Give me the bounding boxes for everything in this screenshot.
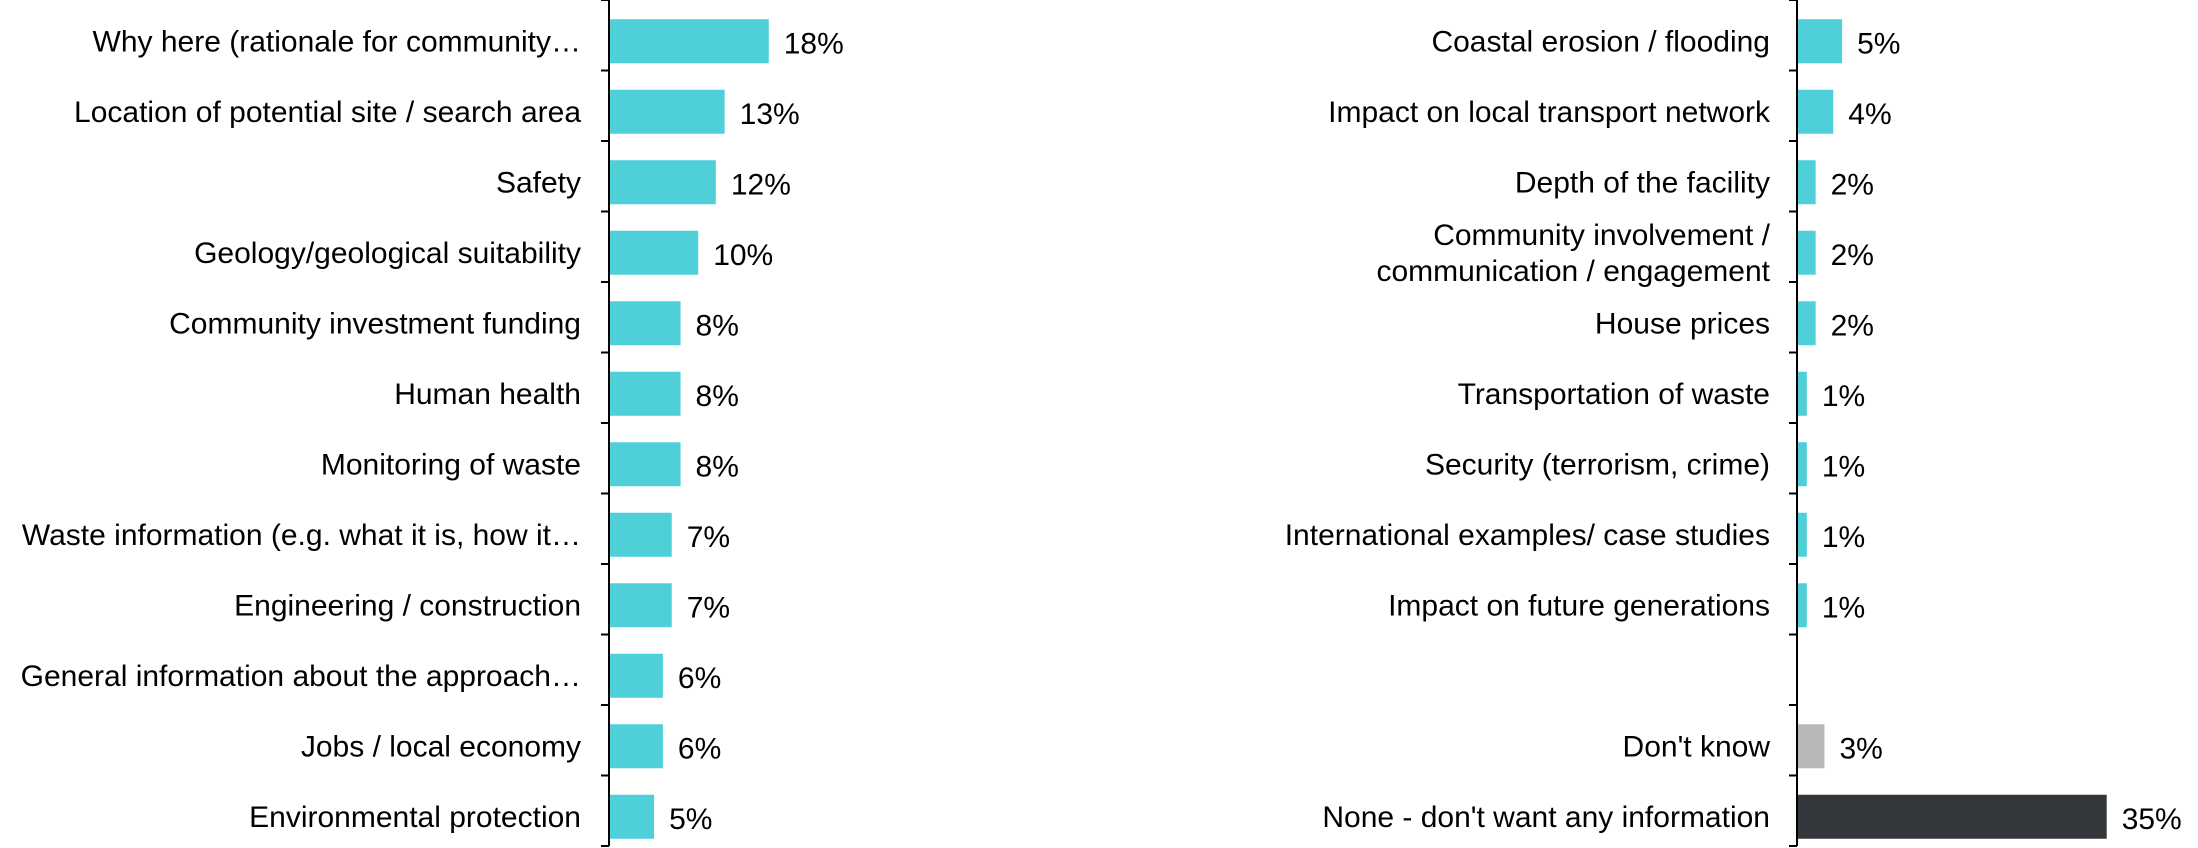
data-label: 2%	[1831, 239, 1874, 272]
category-label: Security (terrorism, crime)	[1425, 448, 1770, 481]
bar	[1798, 230, 1816, 275]
bar	[610, 653, 663, 698]
bar	[610, 89, 725, 134]
bar	[610, 230, 699, 275]
category-label: Location of potential site / search area	[74, 96, 581, 129]
data-label: 2%	[1831, 168, 1874, 201]
data-label: 2%	[1831, 309, 1874, 342]
category-label: Community investment funding	[169, 307, 581, 340]
bar	[1798, 89, 1834, 134]
data-label: 1%	[1822, 380, 1865, 413]
data-label: 1%	[1822, 521, 1865, 554]
data-label: 8%	[696, 309, 739, 342]
category-label: Impact on future generations	[1388, 589, 1770, 622]
bar	[1798, 19, 1843, 64]
category-label: None - don't want any information	[1322, 801, 1770, 834]
data-label: 1%	[1822, 591, 1865, 624]
data-label: 6%	[678, 662, 721, 695]
bar	[610, 19, 769, 64]
data-label: 35%	[2122, 803, 2182, 836]
bar	[1798, 512, 1807, 557]
category-label: Depth of the facility	[1515, 166, 1770, 199]
bar	[610, 724, 663, 769]
data-label: 8%	[696, 450, 739, 483]
data-label: 3%	[1839, 732, 1882, 765]
bar	[1798, 301, 1816, 346]
data-label: 5%	[669, 803, 712, 836]
category-label: Coastal erosion / flooding	[1431, 25, 1770, 58]
category-label: Jobs / local economy	[301, 730, 581, 763]
left-bar-chart: Why here (rationale for community… 18% Loc…	[21, 0, 844, 847]
right-bar-chart: Coastal erosion / flooding 5% Impact on lo…	[1285, 0, 2182, 847]
data-label: 13%	[740, 98, 800, 131]
bar	[1798, 794, 2107, 839]
category-label: Don't know	[1623, 730, 1771, 763]
data-label: 6%	[678, 732, 721, 765]
bar	[1798, 724, 1825, 769]
bar	[1798, 371, 1807, 416]
data-label: 18%	[784, 27, 844, 60]
data-label: 8%	[696, 380, 739, 413]
bar	[1798, 442, 1807, 487]
category-label: Transportation of waste	[1458, 378, 1770, 411]
data-label: 4%	[1848, 98, 1891, 131]
category-label: International examples/ case studies	[1285, 519, 1770, 552]
category-label: Impact on local transport network	[1328, 96, 1771, 129]
bar	[610, 512, 672, 557]
category-label: Community involvement / communication / e…	[1376, 219, 1770, 288]
category-label: Safety	[496, 166, 581, 199]
category-label: Environmental protection	[249, 801, 581, 834]
category-label: Why here (rationale for community…	[93, 25, 582, 58]
bar	[610, 371, 681, 416]
data-label: 5%	[1857, 27, 1900, 60]
data-label: 7%	[687, 591, 730, 624]
category-label: Monitoring of waste	[321, 448, 581, 481]
category-label: Human health	[394, 378, 581, 411]
data-label: 10%	[713, 239, 773, 272]
bar	[1798, 160, 1816, 205]
bar	[610, 583, 672, 628]
bar	[1798, 583, 1807, 628]
bar	[610, 160, 716, 205]
category-label: House prices	[1595, 307, 1770, 340]
data-label: 1%	[1822, 450, 1865, 483]
data-label: 7%	[687, 521, 730, 554]
category-label: Engineering / construction	[234, 589, 581, 622]
bar	[610, 301, 681, 346]
category-label: General information about the approach…	[21, 660, 581, 693]
category-label: Waste information (e.g. what it is, how …	[22, 519, 581, 552]
category-label: Geology/geological suitability	[194, 237, 581, 270]
data-label: 12%	[731, 168, 791, 201]
bar	[610, 794, 655, 839]
bar	[610, 442, 681, 487]
